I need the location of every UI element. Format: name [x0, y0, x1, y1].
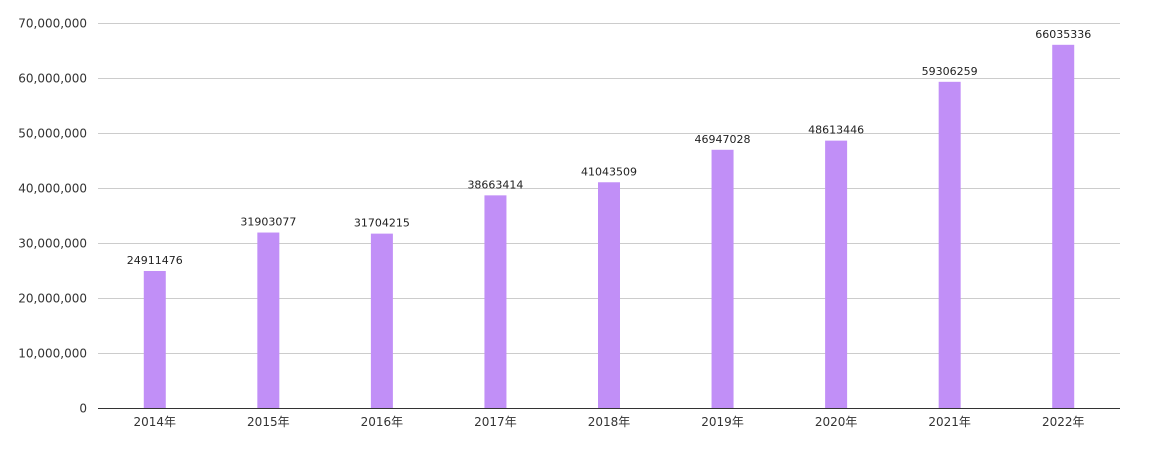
- bar-value-label: 38663414: [467, 178, 523, 191]
- x-axis: 2014年 2015年 2016年 2017年 2018年 2019年 2020年 2021年…: [98, 408, 1120, 429]
- y-tick-label: 60,000,000: [18, 72, 87, 86]
- y-tick-label: 0: [79, 402, 87, 416]
- y-tick-label: 50,000,000: [18, 127, 87, 141]
- bar-value-label: 31704215: [354, 217, 410, 230]
- x-tick-label: 2018年: [588, 415, 631, 429]
- bar-value-label: 48613446: [808, 124, 864, 137]
- bar: [1052, 44, 1075, 408]
- x-tick-label: 2020年: [815, 415, 858, 429]
- bar: [825, 140, 848, 409]
- y-tick-label: 20,000,000: [18, 292, 87, 306]
- x-tick-label: 2017年: [474, 415, 517, 429]
- bar: [938, 81, 961, 408]
- y-tick-label: 40,000,000: [18, 182, 87, 196]
- bar-value-label: 66035336: [1035, 28, 1091, 41]
- y-tick-label: 30,000,000: [18, 237, 87, 251]
- y-tick-label: 70,000,000: [18, 17, 87, 31]
- bars: [143, 44, 1075, 409]
- bar-value-label: 41043509: [581, 165, 637, 178]
- bar: [257, 232, 280, 408]
- bar: [143, 270, 166, 408]
- x-tick-label: 2016年: [361, 415, 404, 429]
- bar: [484, 195, 507, 408]
- y-tick-label: 10,000,000: [18, 347, 87, 361]
- bar-value-label: 59306259: [922, 65, 978, 78]
- bar-value-labels: 24911476 31903077 31704215 38663414 41043509…: [127, 28, 1091, 267]
- bar: [598, 182, 620, 408]
- bar-value-label: 46947028: [695, 133, 751, 146]
- x-tick-label: 2021年: [928, 415, 971, 429]
- x-tick-label: 2019年: [701, 415, 744, 429]
- x-tick-label: 2014年: [134, 415, 177, 429]
- x-tick-label: 2015年: [247, 415, 290, 429]
- y-axis: 0 10,000,000 20,000,000 30,000,000 40,000,00…: [18, 17, 87, 416]
- bar: [711, 149, 734, 408]
- bar-value-label: 24911476: [127, 254, 183, 267]
- bar-value-label: 31903077: [240, 216, 296, 229]
- bar: [370, 233, 393, 408]
- x-tick-label: 2022年: [1042, 415, 1085, 429]
